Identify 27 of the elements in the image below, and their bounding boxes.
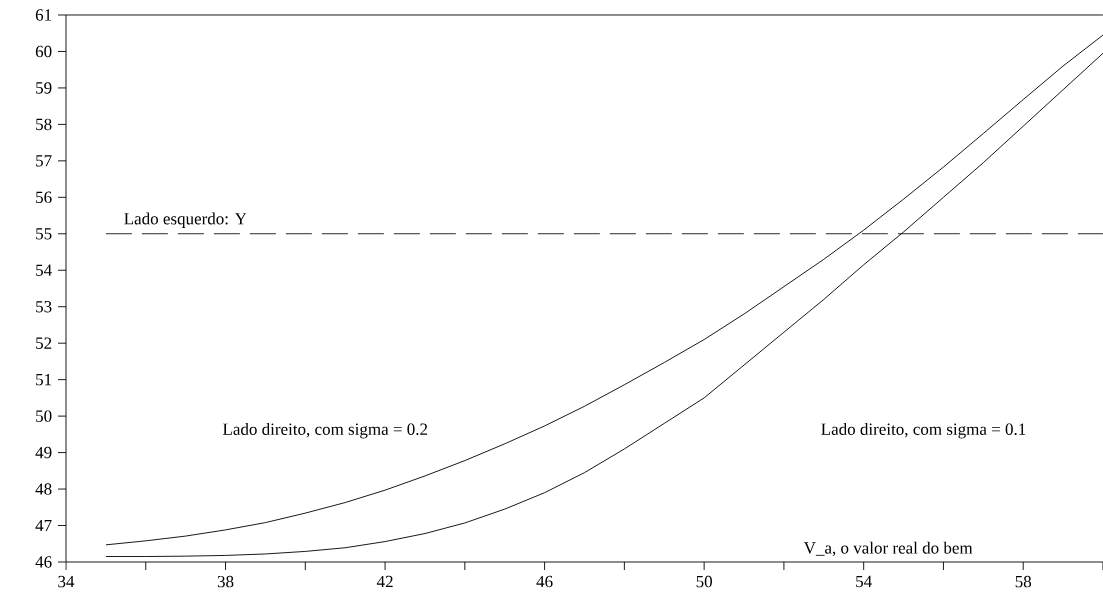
y-tick-label: 52: [36, 337, 52, 349]
y-tick-label: 59: [36, 82, 52, 94]
y-tick-label: 47: [35, 519, 52, 532]
x-tick-label: 42: [376, 575, 393, 588]
y-tick-label: 50: [36, 410, 52, 422]
y-tick-label: 55: [36, 228, 52, 240]
x-tick-label: 58: [1015, 575, 1032, 588]
y-tick-label: 58: [36, 118, 52, 131]
y-tick-label: 51: [36, 373, 52, 386]
y-tick-label: 46: [35, 556, 52, 568]
x-tick-label: 54: [856, 575, 872, 588]
y-tick-label: 54: [36, 264, 52, 276]
x-tick-label: 38: [217, 575, 234, 588]
y-tick-label: 60: [35, 45, 52, 58]
annotation: Lado direito, com sigma = 0.2: [222, 422, 428, 439]
x-tick-label: 50: [696, 575, 712, 588]
x-tick-label: 34: [58, 575, 75, 588]
x-tick-label: 46: [536, 575, 553, 588]
ref-line-label: Lado esquerdo: Y: [124, 212, 247, 228]
y-tick-label: 49: [35, 446, 52, 459]
y-tick-label: 57: [36, 155, 52, 167]
x-axis-title: V_a, o valor real do bem: [803, 541, 973, 557]
y-tick-label: 61: [35, 9, 52, 21]
y-tick-label: 56: [36, 191, 52, 204]
y-tick-label: 53: [36, 301, 52, 313]
annotation: Lado direito, com sigma = 0.1: [821, 422, 1026, 439]
y-tick-label: 48: [35, 483, 52, 495]
